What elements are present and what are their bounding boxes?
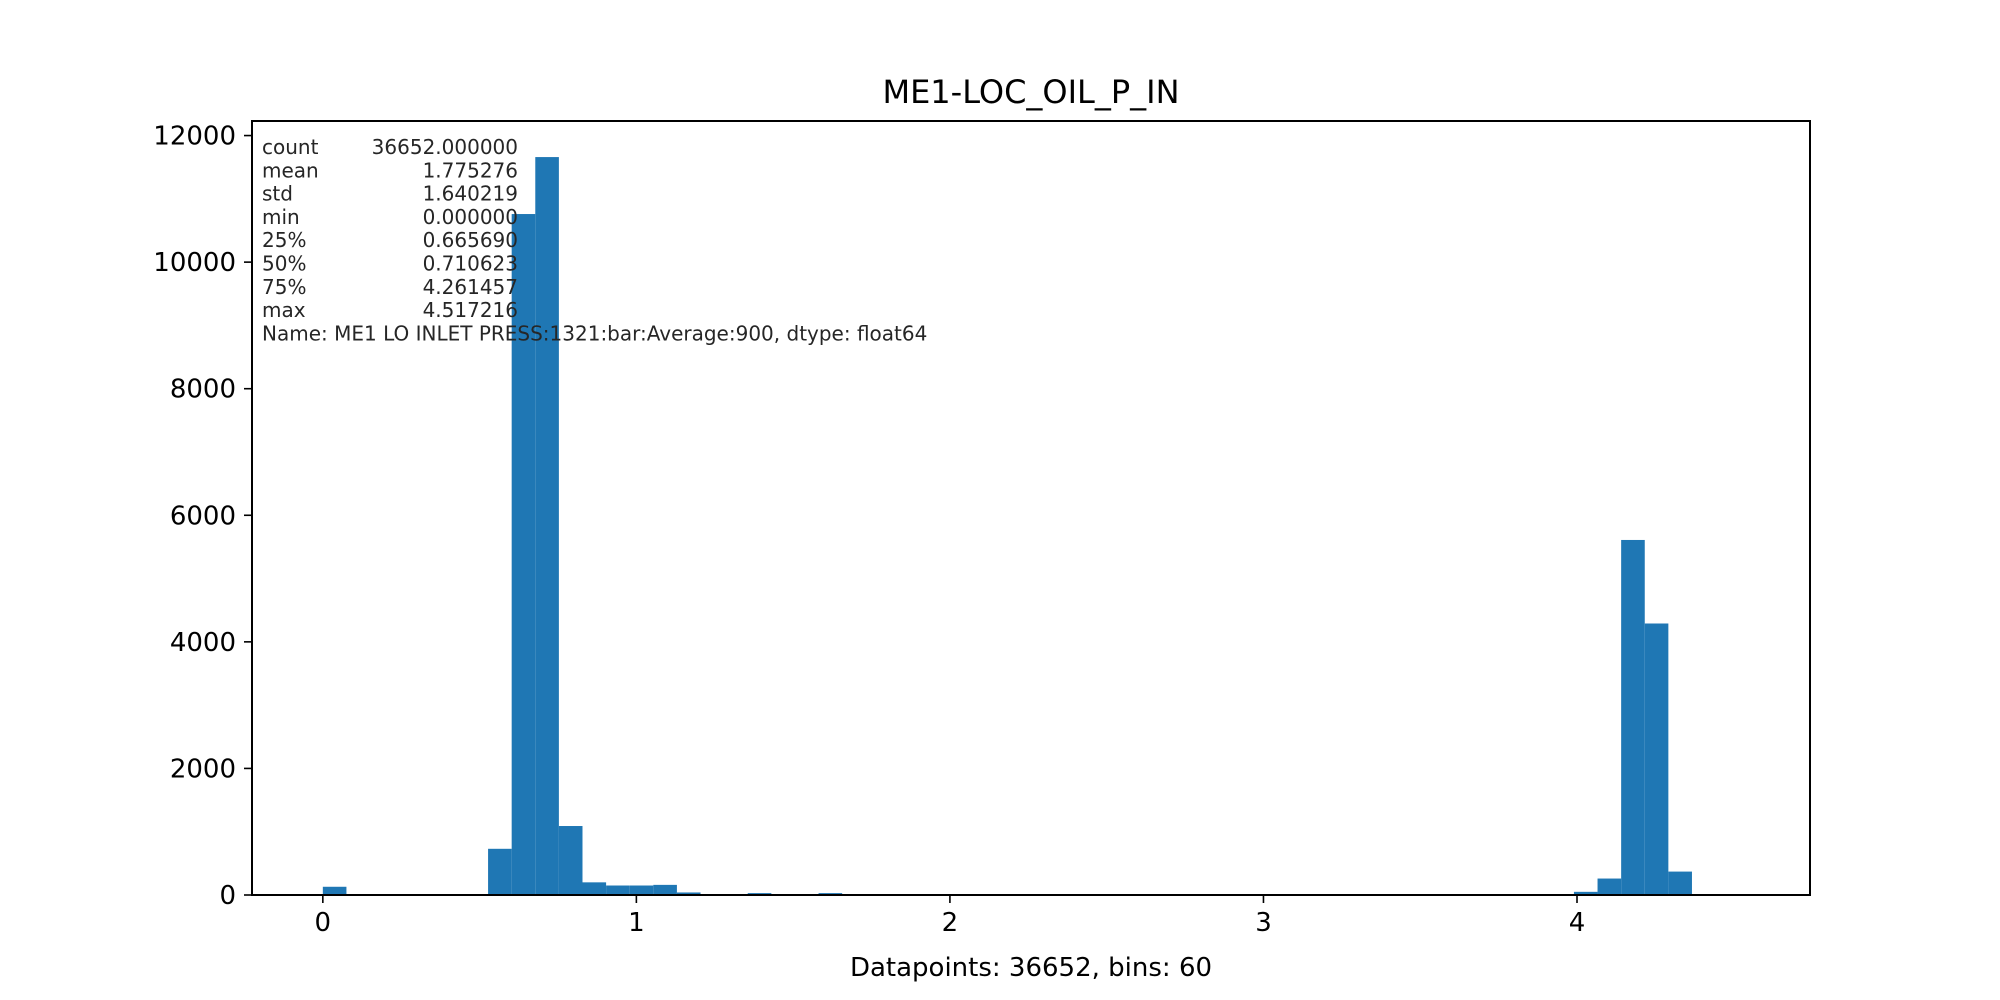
- stats-value: 0.000000: [423, 205, 518, 229]
- stats-value: 36652.000000: [372, 135, 518, 159]
- y-tick-label: 10000: [153, 248, 236, 278]
- stats-value: 4.261457: [423, 275, 518, 299]
- y-tick-label: 0: [219, 881, 236, 911]
- stats-key: max: [262, 298, 306, 322]
- x-tick-label: 2: [942, 908, 959, 938]
- stats-key: 25%: [262, 228, 306, 252]
- histogram-bar: [1597, 878, 1622, 895]
- stats-value: 4.517216: [423, 298, 518, 322]
- stats-key: 50%: [262, 252, 306, 276]
- y-axis-ticks: 0 2000 4000 6000 8000 10000 12000: [153, 122, 252, 911]
- stats-value: 1.640219: [423, 182, 518, 206]
- stats-value: 0.665690: [423, 228, 518, 252]
- histogram-bar: [511, 214, 536, 896]
- x-tick-label: 3: [1255, 908, 1272, 938]
- histogram-bar: [629, 885, 654, 895]
- x-tick-label: 4: [1569, 908, 1586, 938]
- histogram-bar: [582, 882, 607, 895]
- histogram-bar: [653, 884, 677, 895]
- histogram-bar: [1621, 539, 1645, 895]
- y-tick-label: 4000: [170, 628, 236, 658]
- bars-group: [322, 157, 1716, 896]
- histogram-bar: [676, 892, 701, 895]
- x-axis-label: Datapoints: 36652, bins: 60: [850, 953, 1212, 983]
- y-tick-label: 2000: [170, 754, 236, 784]
- stats-key: std: [262, 182, 293, 206]
- stats-value: 0.710623: [423, 252, 518, 276]
- histogram-bar: [535, 157, 559, 895]
- stats-name-line: Name: ME1 LO INLET PRESS:1321:bar:Averag…: [262, 321, 927, 345]
- stats-value: 1.775276: [423, 158, 518, 182]
- histogram-bar: [1573, 891, 1598, 895]
- x-tick-label: 1: [628, 908, 645, 938]
- x-tick-label: 0: [315, 908, 332, 938]
- histogram-bar: [322, 886, 347, 895]
- stats-key: count: [262, 135, 319, 159]
- x-axis-ticks: 0 1 2 3 4: [315, 895, 1586, 938]
- chart-title: ME1-LOC_OIL_P_IN: [882, 73, 1179, 111]
- histogram-bar: [1644, 623, 1669, 895]
- y-tick-label: 8000: [170, 375, 236, 405]
- stats-key: min: [262, 205, 300, 229]
- y-tick-label: 6000: [170, 501, 236, 531]
- histogram-bar: [558, 826, 583, 895]
- histogram-bar: [606, 885, 630, 895]
- stats-key: 75%: [262, 275, 306, 299]
- stats-key: mean: [262, 158, 319, 182]
- y-tick-label: 12000: [153, 122, 236, 152]
- plot-frame: [251, 120, 1811, 896]
- histogram-bar: [488, 848, 512, 895]
- stats-annotation: count 36652.000000 mean 1.775276 std 1.640219…: [262, 135, 927, 345]
- histogram-bar: [1668, 871, 1692, 895]
